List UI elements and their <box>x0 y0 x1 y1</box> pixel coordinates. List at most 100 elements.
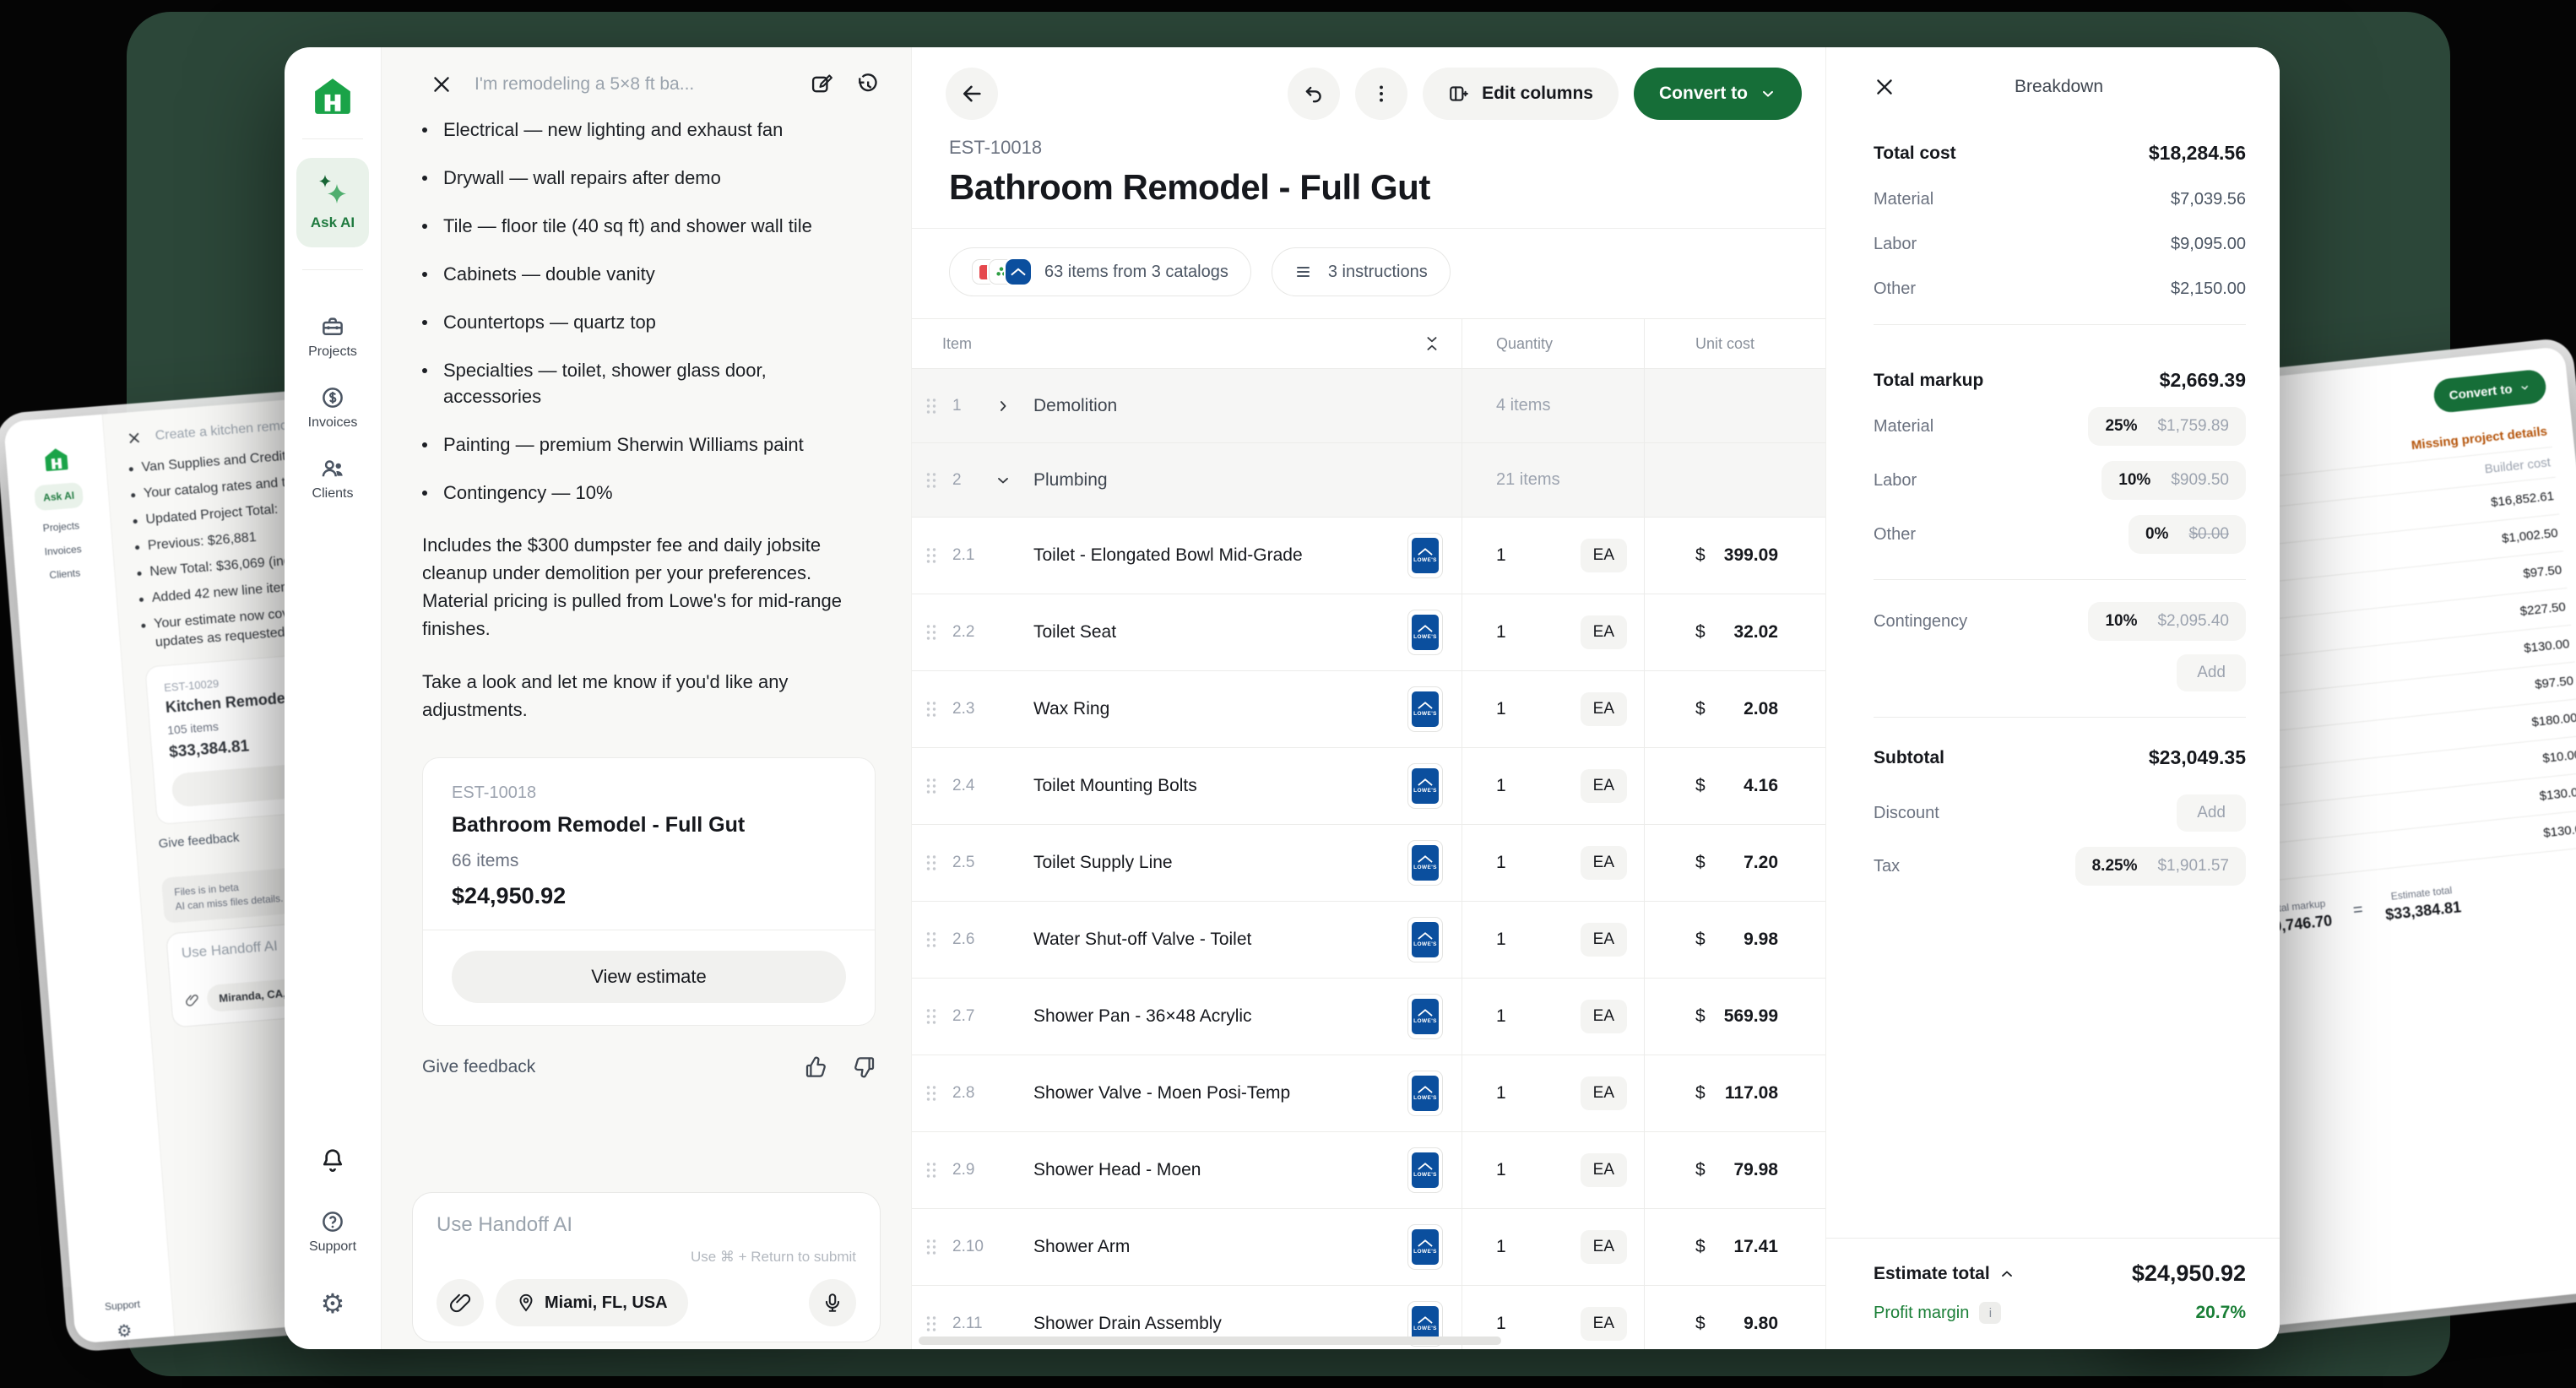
table-row[interactable]: 2.10 Shower Arm LOWE'S 1 EA <box>912 1209 1825 1286</box>
add-button[interactable]: Add <box>2177 654 2246 691</box>
drag-handle[interactable] <box>925 777 942 795</box>
edit-columns-icon <box>1448 83 1470 105</box>
drag-handle[interactable] <box>925 546 942 565</box>
column-header-quantity: Quantity <box>1496 335 1553 353</box>
edit-columns-button[interactable]: Edit columns <box>1423 68 1619 120</box>
table-rows: 2.1 Toilet - Elongated Bowl Mid-Grade LO… <box>912 518 1825 1349</box>
lowes-vendor-badge[interactable]: LOWE'S <box>1407 1071 1443 1116</box>
lowes-vendor-badge[interactable]: LOWE'S <box>1407 1224 1443 1270</box>
location-pill[interactable]: Miami, FL, USA <box>496 1279 688 1326</box>
lowes-vendor-badge[interactable]: LOWE'S <box>1407 840 1443 886</box>
group-row-demolition[interactable]: 1 Demolition 4 items <box>912 369 1825 443</box>
collapse-icon <box>1423 334 1441 353</box>
add-discount-button[interactable]: Add <box>2177 794 2246 832</box>
drag-handle[interactable] <box>925 930 942 949</box>
chat-close-button[interactable] <box>431 73 453 95</box>
expand-group-button[interactable] <box>995 398 1033 415</box>
add-markup-row: Add <box>1874 654 2246 691</box>
markup-percent-pill[interactable]: 25% $1,759.89 <box>2088 407 2246 446</box>
unit-pill[interactable]: EA <box>1581 1307 1627 1341</box>
instructions-badge[interactable]: 3 instructions <box>1272 247 1451 296</box>
unit-pill[interactable]: EA <box>1581 615 1627 649</box>
drag-handle[interactable] <box>925 1315 942 1333</box>
lowes-vendor-badge[interactable]: LOWE'S <box>1407 686 1443 732</box>
lowes-vendor-badge[interactable]: LOWE'S <box>1407 917 1443 962</box>
sidebar-item-support[interactable]: Support <box>309 1209 356 1255</box>
horizontal-scrollbar[interactable] <box>919 1336 1501 1345</box>
table-row[interactable]: 2.6 Water Shut-off Valve - Toilet LOWE'S… <box>912 902 1825 979</box>
unit-pill[interactable]: EA <box>1581 769 1627 803</box>
chevron-down-icon <box>1760 85 1776 102</box>
attach-file-button[interactable] <box>437 1279 484 1326</box>
drag-handle[interactable] <box>925 471 942 490</box>
view-estimate-button[interactable]: View estimate <box>452 951 846 1003</box>
lowes-vendor-badge[interactable]: LOWE'S <box>1407 1147 1443 1193</box>
unit-pill[interactable]: EA <box>1581 1000 1627 1033</box>
chat-history-button[interactable] <box>855 73 879 96</box>
convert-to-button[interactable]: Convert to <box>1634 68 1802 120</box>
handoff-logo-icon[interactable] <box>312 76 353 117</box>
unit-pill[interactable]: EA <box>1581 846 1627 880</box>
chat-input[interactable] <box>437 1213 856 1237</box>
drag-handle[interactable] <box>925 1161 942 1179</box>
estimate-card-total: $24,950.92 <box>452 883 846 909</box>
bg-ask-ai-tile: Ask AI <box>34 482 84 511</box>
notifications-bell-button[interactable] <box>319 1147 346 1174</box>
drag-handle[interactable] <box>925 623 942 642</box>
feedback-row: Give feedback <box>422 1055 877 1080</box>
unit-pill[interactable]: EA <box>1581 539 1627 572</box>
info-icon[interactable]: i <box>1979 1302 2001 1324</box>
drag-handle[interactable] <box>925 397 942 415</box>
more-options-button[interactable] <box>1355 68 1407 120</box>
row-number: 2.11 <box>952 1315 995 1333</box>
markup-percent-pill[interactable]: 10% $909.50 <box>2101 461 2246 500</box>
table-row[interactable]: 2.1 Toilet - Elongated Bowl Mid-Grade LO… <box>912 518 1825 594</box>
table-row[interactable]: 2.9 Shower Head - Moen LOWE'S 1 EA <box>912 1132 1825 1209</box>
table-row[interactable]: 2.4 Toilet Mounting Bolts LOWE'S 1 EA <box>912 748 1825 825</box>
table-row[interactable]: 2.8 Shower Valve - Moen Posi-Temp LOWE'S… <box>912 1055 1825 1132</box>
sidebar-item-clients[interactable]: Clients <box>312 456 354 502</box>
estimate-id: EST-10018 <box>949 137 1825 159</box>
sidebar-item-projects[interactable]: Projects <box>308 314 357 360</box>
unit-pill[interactable]: EA <box>1581 692 1627 726</box>
collapse-group-button[interactable] <box>995 472 1033 489</box>
drag-handle[interactable] <box>925 1238 942 1256</box>
thumbs-up-button[interactable] <box>803 1055 828 1080</box>
drag-handle[interactable] <box>925 700 942 718</box>
lowes-vendor-badge[interactable]: LOWE'S <box>1407 763 1443 809</box>
drag-handle[interactable] <box>925 854 942 872</box>
drag-handle[interactable] <box>925 1084 942 1103</box>
catalogs-badge[interactable]: 63 items from 3 catalogs <box>949 247 1251 296</box>
contingency-percent-pill[interactable]: 10% $2,095.40 <box>2088 602 2246 641</box>
new-chat-button[interactable] <box>810 73 833 96</box>
lowes-vendor-badge[interactable]: LOWE'S <box>1407 610 1443 655</box>
group-row-plumbing[interactable]: 2 Plumbing 21 items <box>912 443 1825 518</box>
lowes-vendor-badge[interactable]: LOWE'S <box>1407 533 1443 578</box>
lowes-vendor-badge[interactable]: LOWE'S <box>1407 994 1443 1039</box>
unit-pill[interactable]: EA <box>1581 1230 1627 1264</box>
collapse-all-button[interactable] <box>1423 334 1441 353</box>
undo-button[interactable] <box>1288 68 1340 120</box>
tax-percent-pill[interactable]: 8.25% $1,901.57 <box>2075 847 2246 886</box>
settings-gear-button[interactable]: ⚙ <box>321 1290 345 1317</box>
table-row[interactable]: 2.2 Toilet Seat LOWE'S 1 EA <box>912 594 1825 671</box>
back-arrow-icon <box>960 82 984 106</box>
markup-row: Material 25% $1,759.89 <box>1874 407 2246 446</box>
table-row[interactable]: 2.3 Wax Ring LOWE'S 1 EA <box>912 671 1825 748</box>
drag-handle[interactable] <box>925 1007 942 1026</box>
back-button[interactable] <box>946 68 998 120</box>
table-row[interactable]: 2.7 Shower Pan - 36×48 Acrylic LOWE'S 1 … <box>912 979 1825 1055</box>
microphone-button[interactable] <box>809 1279 856 1326</box>
unit-pill[interactable]: EA <box>1581 1153 1627 1187</box>
breakdown-close-button[interactable] <box>1874 76 1895 98</box>
markup-percent-pill[interactable]: 0% $0.00 <box>2129 515 2246 554</box>
list-icon <box>1294 262 1315 282</box>
sidebar-item-ask-ai[interactable]: Ask AI <box>296 158 369 247</box>
unit-pill[interactable]: EA <box>1581 1076 1627 1110</box>
table-row[interactable]: 2.5 Toilet Supply Line LOWE'S 1 EA <box>912 825 1825 902</box>
unit-pill[interactable]: EA <box>1581 923 1627 957</box>
sidebar-item-invoices[interactable]: Invoices <box>308 385 358 431</box>
estimate-card-title: Bathroom Remodel - Full Gut <box>452 813 846 838</box>
estimate-total-row[interactable]: Estimate total $24,950.92 <box>1874 1261 2246 1287</box>
thumbs-down-button[interactable] <box>852 1055 877 1080</box>
